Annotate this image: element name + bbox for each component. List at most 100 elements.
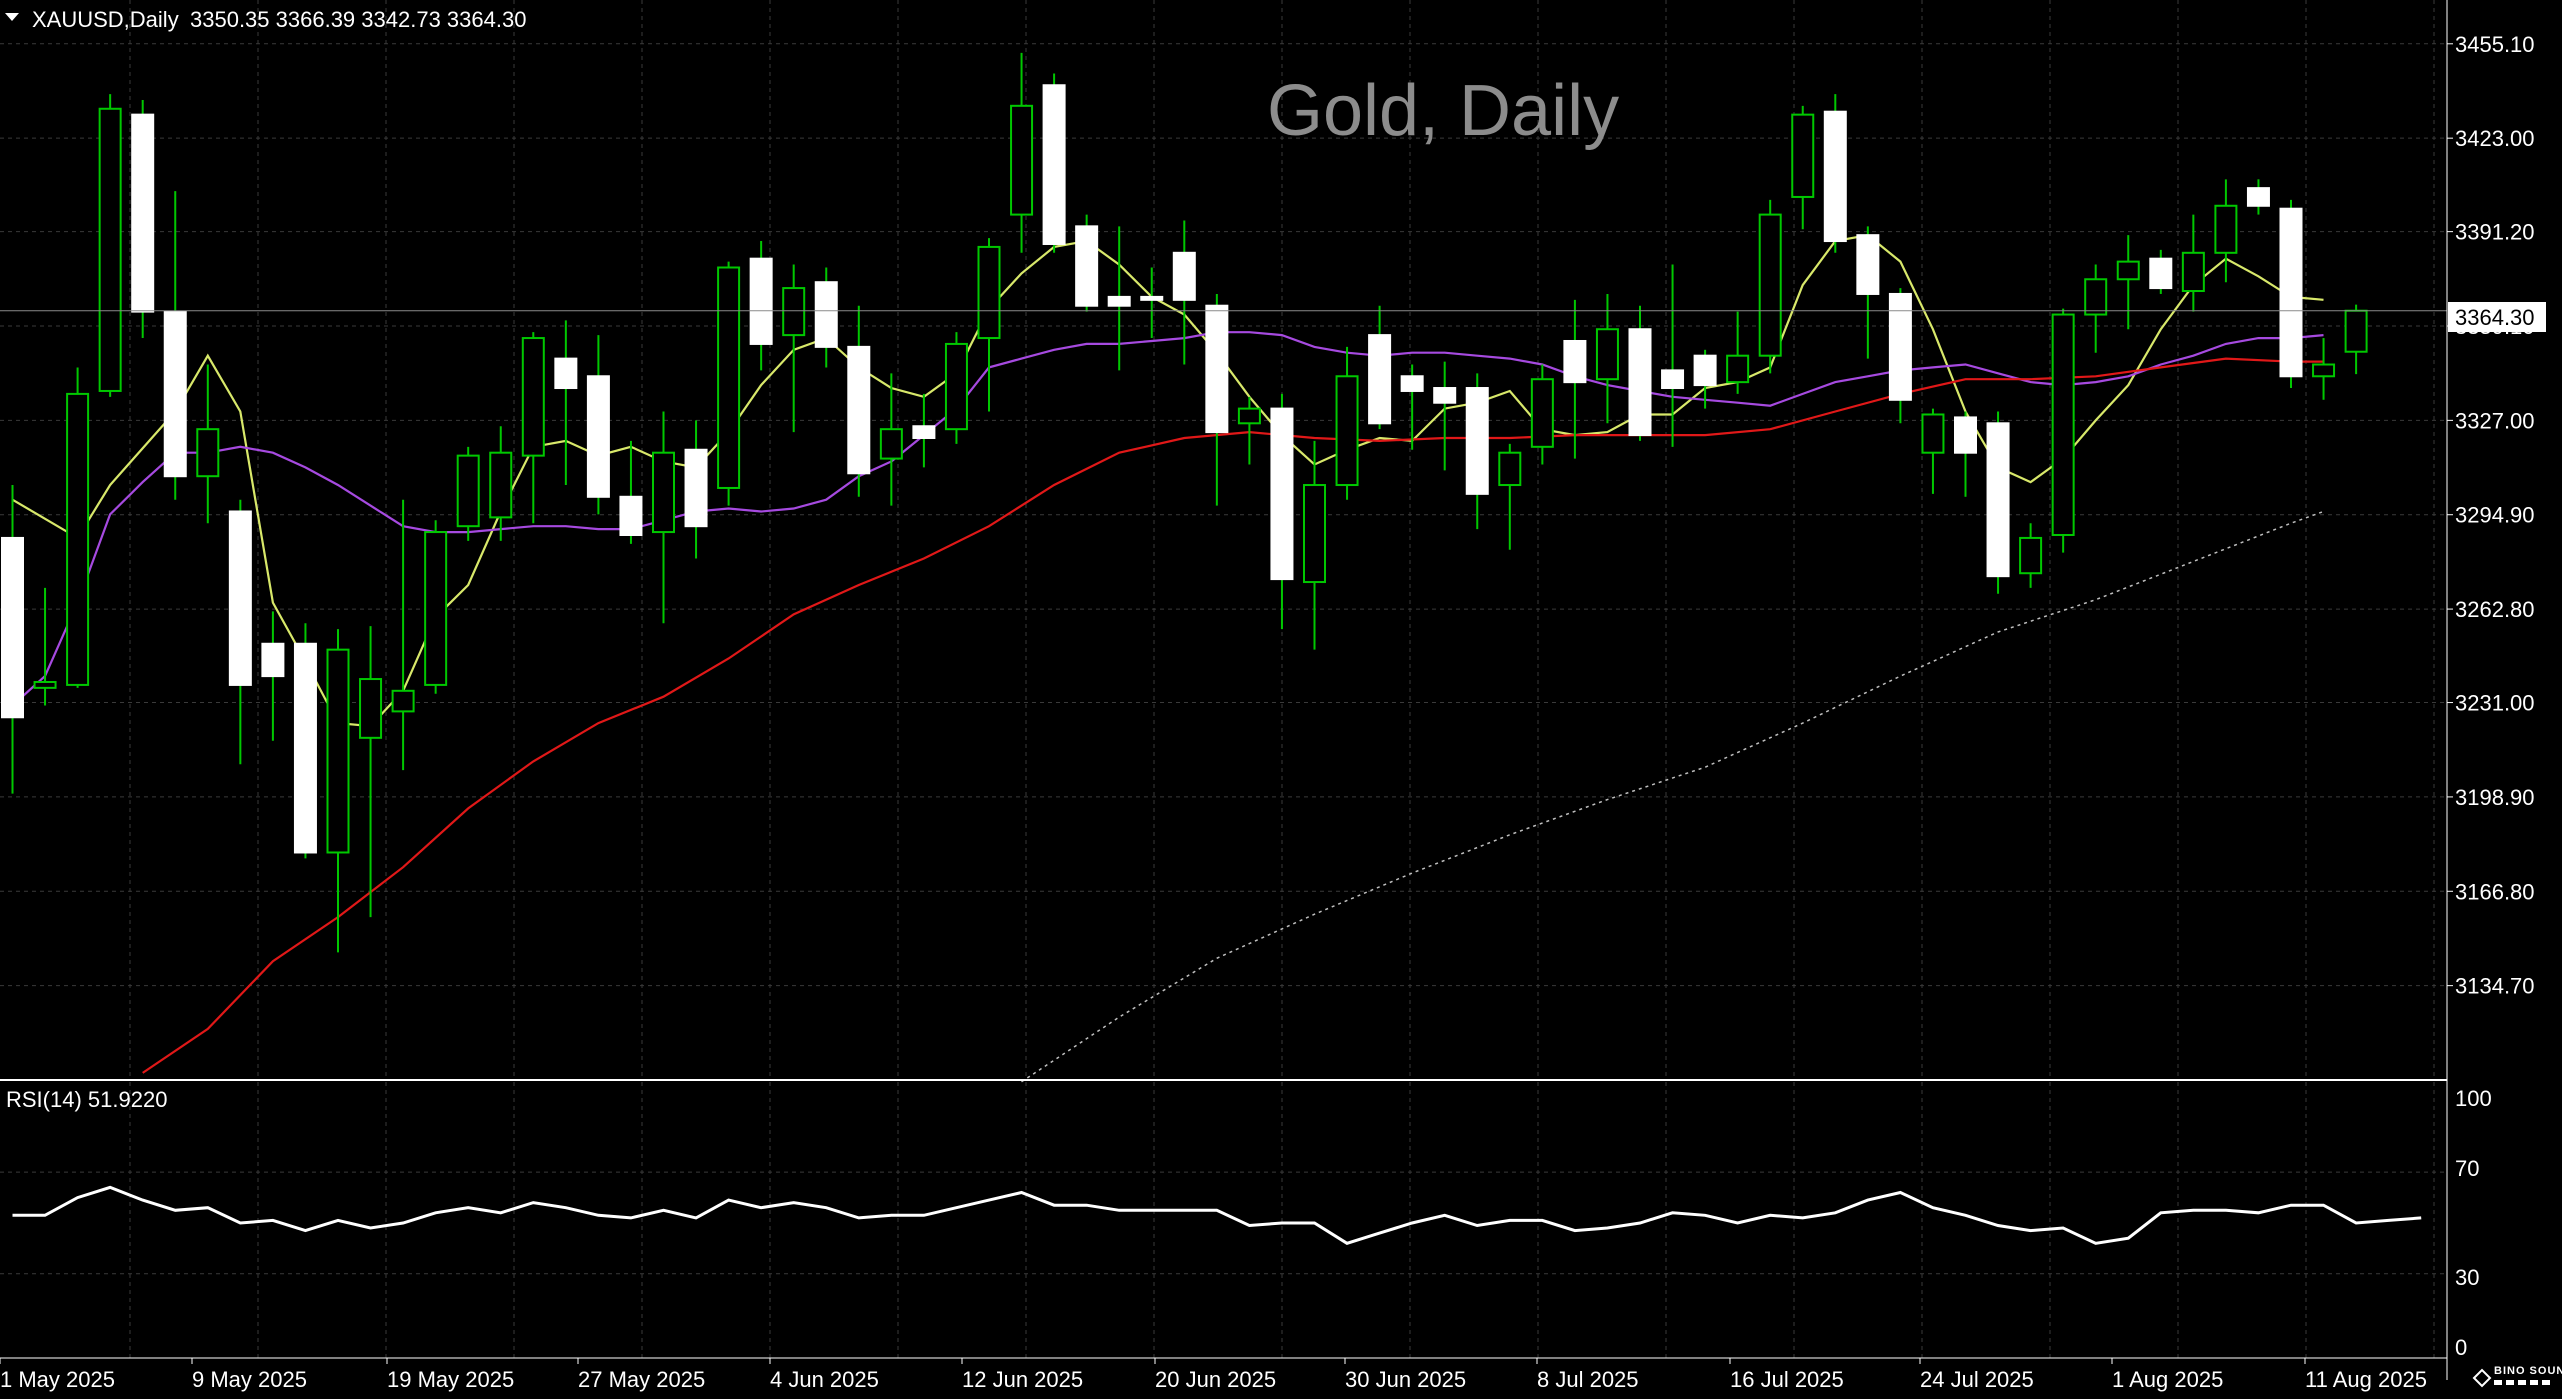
candle[interactable] [717,261,741,506]
candle[interactable] [131,99,155,339]
candle[interactable] [1335,346,1359,500]
rsi-pane[interactable]: RSI(14) 51.9220 [0,1082,2447,1358]
candle[interactable] [814,267,838,368]
candle[interactable] [196,364,220,524]
candle[interactable] [2214,179,2238,283]
time-tick-label: 24 Jul 2025 [1920,1367,2034,1392]
candle[interactable] [912,393,936,468]
candle-body [1010,104,1034,216]
candle[interactable] [879,373,903,506]
candle[interactable] [782,264,806,433]
candle[interactable] [1237,396,1261,465]
candle[interactable] [456,446,480,541]
candle-body [684,448,708,528]
candle[interactable] [66,367,90,688]
candle[interactable] [1823,94,1847,253]
candle[interactable] [2019,523,2043,588]
candle[interactable] [1628,305,1652,441]
candle[interactable] [2312,338,2336,400]
price-pane[interactable] [0,0,2447,1083]
candle[interactable] [98,94,122,397]
candle[interactable] [391,499,415,771]
candle[interactable] [326,629,350,953]
candle[interactable] [2344,304,2368,375]
time-tick-label: 11 Aug 2025 [2305,1367,2427,1392]
candle-body [1921,413,1945,454]
candle[interactable] [1140,267,1164,339]
candle[interactable] [2246,179,2270,215]
price-tick-label: 3423.00 [2455,126,2535,151]
time-axis[interactable]: 1 May 2025 9 May 2025 19 May 2025 27 May 20… [0,1358,2427,1392]
candle-body [359,678,383,739]
candle[interactable] [1303,440,1326,650]
candle[interactable] [1758,199,1782,374]
candle-body [2181,251,2205,293]
candle[interactable] [2279,199,2303,389]
candle[interactable] [1986,411,2010,594]
candle[interactable] [1465,373,1489,530]
candle-body [2214,204,2238,254]
candle[interactable] [1205,293,1229,506]
candle[interactable] [1921,408,1945,494]
candle[interactable] [847,305,871,497]
candle[interactable] [2084,264,2108,353]
ma-line-medium [11,331,2324,707]
candle-body [1205,304,1229,434]
candle-body [1237,407,1261,425]
candle-body [1368,334,1392,425]
candle[interactable] [1856,226,1880,359]
candle[interactable] [2051,308,2075,553]
candle[interactable] [293,623,317,859]
candle[interactable] [359,626,383,918]
candle[interactable] [424,520,448,694]
candle[interactable] [1107,226,1131,371]
candle[interactable] [1010,52,1034,253]
candle[interactable] [1400,364,1424,450]
candle[interactable] [1661,264,1685,447]
candle-body [749,257,773,345]
candle[interactable] [749,241,773,371]
time-tick-label: 19 May 2025 [387,1367,514,1392]
time-tick-label: 4 Jun 2025 [770,1367,879,1392]
rsi-level-70: 70 [2455,1156,2479,1181]
candle[interactable] [1,485,24,794]
candle[interactable] [619,440,643,544]
candle[interactable] [2149,249,2173,294]
candlesticks[interactable] [1,52,2368,953]
candle[interactable] [228,499,252,765]
candle[interactable] [1433,361,1457,471]
candle-body [814,281,838,348]
candle[interactable] [684,420,708,559]
candle[interactable] [652,411,675,624]
candle[interactable] [1270,393,1294,630]
candle[interactable] [586,335,610,515]
candle[interactable] [1530,364,1554,465]
candle[interactable] [2116,235,2140,330]
candle[interactable] [1042,73,1066,253]
candle[interactable] [33,587,57,706]
candle[interactable] [554,320,578,486]
candle[interactable] [1726,311,1750,394]
candle[interactable] [1954,411,1977,497]
candle[interactable] [977,238,1001,412]
ma-line-fast [11,234,2324,728]
candle-body [2279,207,2303,378]
candle[interactable] [163,191,187,500]
candle[interactable] [1368,305,1392,430]
price-axis[interactable]: 3455.103423.003391.203359.103327.003294.… [2447,32,2535,999]
candle[interactable] [2181,214,2205,312]
candle[interactable] [1563,299,1587,459]
candle[interactable] [944,332,968,444]
candle[interactable] [1172,220,1196,365]
candle[interactable] [1595,293,1619,424]
candle-body [2344,309,2368,353]
candle[interactable] [489,426,513,541]
candle[interactable] [1791,105,1815,230]
candle[interactable] [1075,214,1099,312]
candle[interactable] [261,611,285,741]
candle[interactable] [1498,443,1522,550]
candle[interactable] [1693,349,1717,409]
dropdown-triangle-icon[interactable] [5,13,19,21]
candle[interactable] [521,332,545,524]
